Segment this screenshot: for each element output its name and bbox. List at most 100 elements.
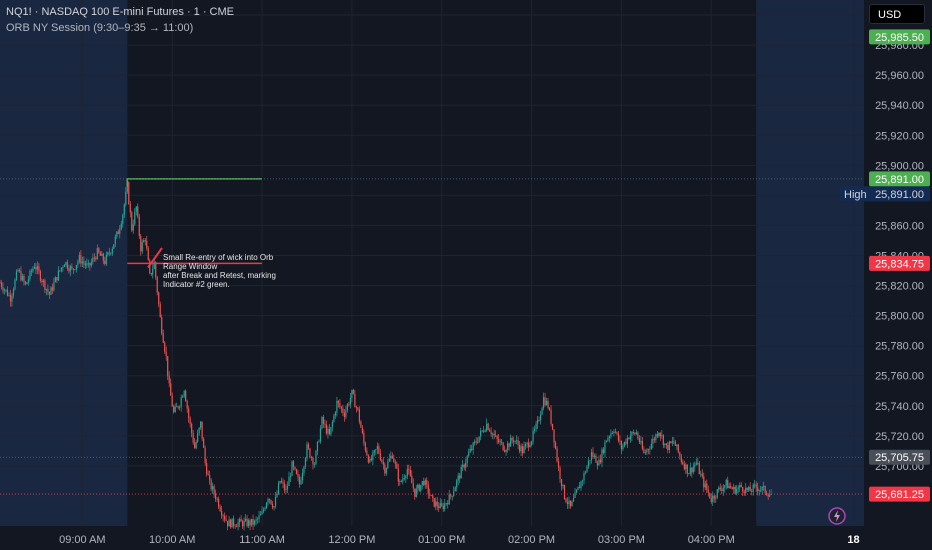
candle-body: [303, 466, 305, 473]
candle-body: [331, 421, 334, 427]
candle-body: [288, 476, 290, 486]
candle-body: [274, 497, 277, 507]
candle-body: [60, 267, 62, 271]
candle-body: [680, 456, 682, 462]
candle-body: [655, 434, 657, 440]
candle-body: [770, 494, 772, 495]
candle-body: [129, 204, 131, 213]
chart-title[interactable]: NQ1! · NASDAQ 100 E-mini Futures · 1 · C…: [6, 6, 234, 18]
indicator-legend[interactable]: ORB NY Session (9:30–9:35 → 11:00): [6, 22, 194, 34]
candle-body: [194, 442, 196, 449]
candle-body: [141, 242, 143, 252]
candle-body: [514, 440, 516, 442]
candle-body: [760, 489, 762, 491]
candle-body: [143, 239, 145, 243]
candle-body: [649, 448, 651, 450]
candle-body: [123, 204, 125, 215]
candle-body: [405, 476, 407, 479]
candle-body: [619, 440, 621, 442]
candle-body: [101, 253, 103, 256]
candle-body: [673, 441, 675, 443]
candle-body: [71, 266, 73, 269]
candle-body: [595, 455, 597, 463]
price-tick-label: 25,920.00: [875, 130, 924, 142]
candle-body: [312, 457, 314, 465]
candle-body: [749, 486, 751, 492]
price-tick-label: 25,780.00: [875, 341, 924, 353]
candle-body: [26, 282, 28, 285]
candle-body: [521, 446, 524, 454]
candle-body: [483, 430, 485, 432]
candle-body: [686, 464, 688, 474]
price-label: 25,891.00: [869, 171, 930, 187]
candle-body: [336, 400, 338, 413]
candle-body: [764, 485, 766, 493]
candle-body: [746, 487, 748, 490]
candles: [0, 178, 772, 531]
candle-body: [436, 501, 438, 507]
candle-body: [90, 262, 92, 266]
candle-body: [72, 268, 74, 270]
candle-body: [17, 270, 19, 272]
candle-body: [23, 276, 25, 282]
candle-body: [301, 472, 304, 481]
replay-button[interactable]: [828, 507, 846, 525]
price-label-text: 25,834.75: [875, 258, 924, 270]
candle-body: [607, 437, 609, 441]
candle-body: [662, 435, 664, 445]
candle-body: [345, 410, 347, 417]
candle-body: [523, 446, 525, 454]
candle-body: [415, 488, 417, 497]
annotation-line: Indicator #2 green.: [163, 280, 230, 289]
candle-body: [195, 441, 197, 449]
candle-body: [478, 436, 480, 443]
candle-body: [304, 458, 307, 467]
candle-body: [298, 477, 301, 485]
candle-body: [661, 435, 663, 436]
candle-body: [562, 484, 564, 487]
candle-body: [246, 518, 248, 526]
price-tick-label: 25,740.00: [875, 401, 924, 413]
candle-body: [375, 449, 377, 451]
candle-body: [36, 266, 39, 270]
candle-body: [203, 438, 205, 448]
candle-body: [210, 479, 212, 490]
candle-body: [626, 438, 629, 444]
candle-body: [44, 280, 46, 290]
candle-body: [725, 479, 727, 486]
candle-body: [33, 266, 36, 269]
candle-body: [376, 446, 378, 450]
candle-body: [620, 441, 623, 450]
candle-body: [342, 408, 344, 414]
price-labels: 25,985.50 25,891.00 High 25,891.00 25,834.75…: [840, 29, 930, 502]
candle-body: [438, 506, 440, 509]
time-tick-label: 10:00 AM: [149, 534, 195, 546]
candle-body: [617, 433, 620, 441]
candle-body: [381, 459, 383, 462]
candle-body: [162, 332, 164, 343]
candle-body: [553, 429, 555, 443]
candle-body: [340, 406, 343, 409]
candle-body: [324, 423, 326, 425]
candle-body: [135, 206, 137, 212]
currency-button[interactable]: USD: [869, 4, 925, 24]
candle-body: [235, 526, 238, 528]
candle-body: [700, 473, 702, 475]
candle-body: [11, 295, 13, 302]
candle-body: [584, 472, 587, 474]
candle-body: [447, 503, 449, 505]
candle-body: [62, 266, 64, 268]
candle-body: [378, 446, 380, 454]
candle-body: [372, 452, 374, 461]
candle-body: [611, 432, 614, 434]
candle-body: [280, 481, 283, 483]
candle-body: [252, 518, 254, 525]
candle-body: [517, 440, 519, 446]
candle-body: [743, 491, 745, 493]
candle-body: [638, 438, 640, 443]
candle-body: [679, 452, 681, 457]
candle-body: [328, 428, 331, 435]
candle-body: [14, 279, 16, 290]
price-label-text: 25,705.75: [875, 452, 924, 464]
